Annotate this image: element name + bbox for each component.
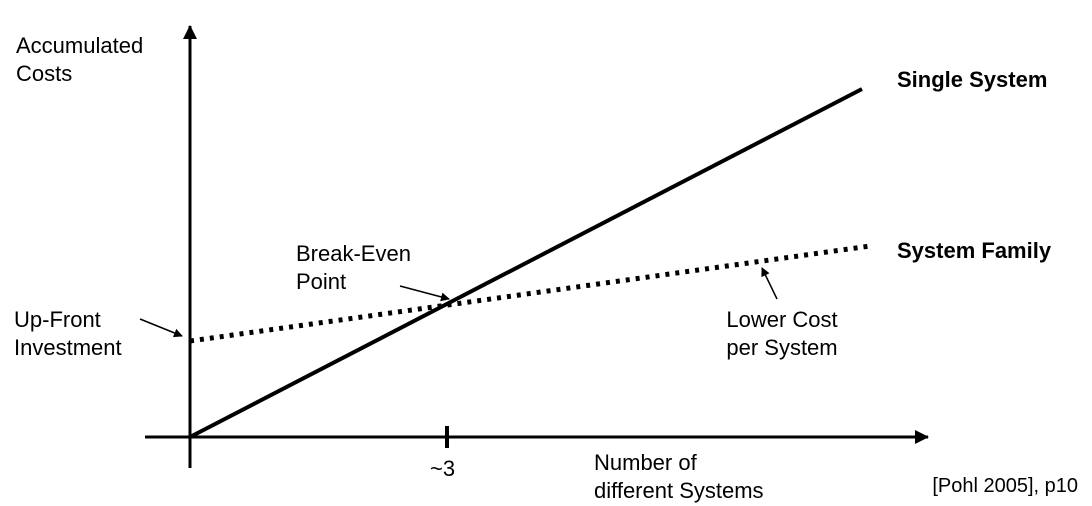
citation: [Pohl 2005], p10 (932, 475, 1078, 497)
system-family-label: System Family (897, 238, 1052, 263)
system-family-line (189, 243, 871, 344)
y-axis-label: Accumulated Costs (16, 33, 144, 86)
x-tick-label: ~3 (430, 456, 456, 481)
break-even-point-label: Break-Even Point (296, 241, 411, 294)
lower-cost-arrow-icon (761, 267, 778, 300)
single-system-label: Single System (897, 67, 1048, 92)
lower-cost-label: Lower Cost per System (726, 307, 838, 360)
up-front-investment-label: Up-Front Investment (14, 307, 122, 360)
single-system-line (189, 87, 863, 439)
break-even-arrow-icon (399, 285, 450, 302)
x-axis-label: Number of different Systems (594, 450, 764, 503)
up-front-arrow-icon (139, 318, 183, 338)
